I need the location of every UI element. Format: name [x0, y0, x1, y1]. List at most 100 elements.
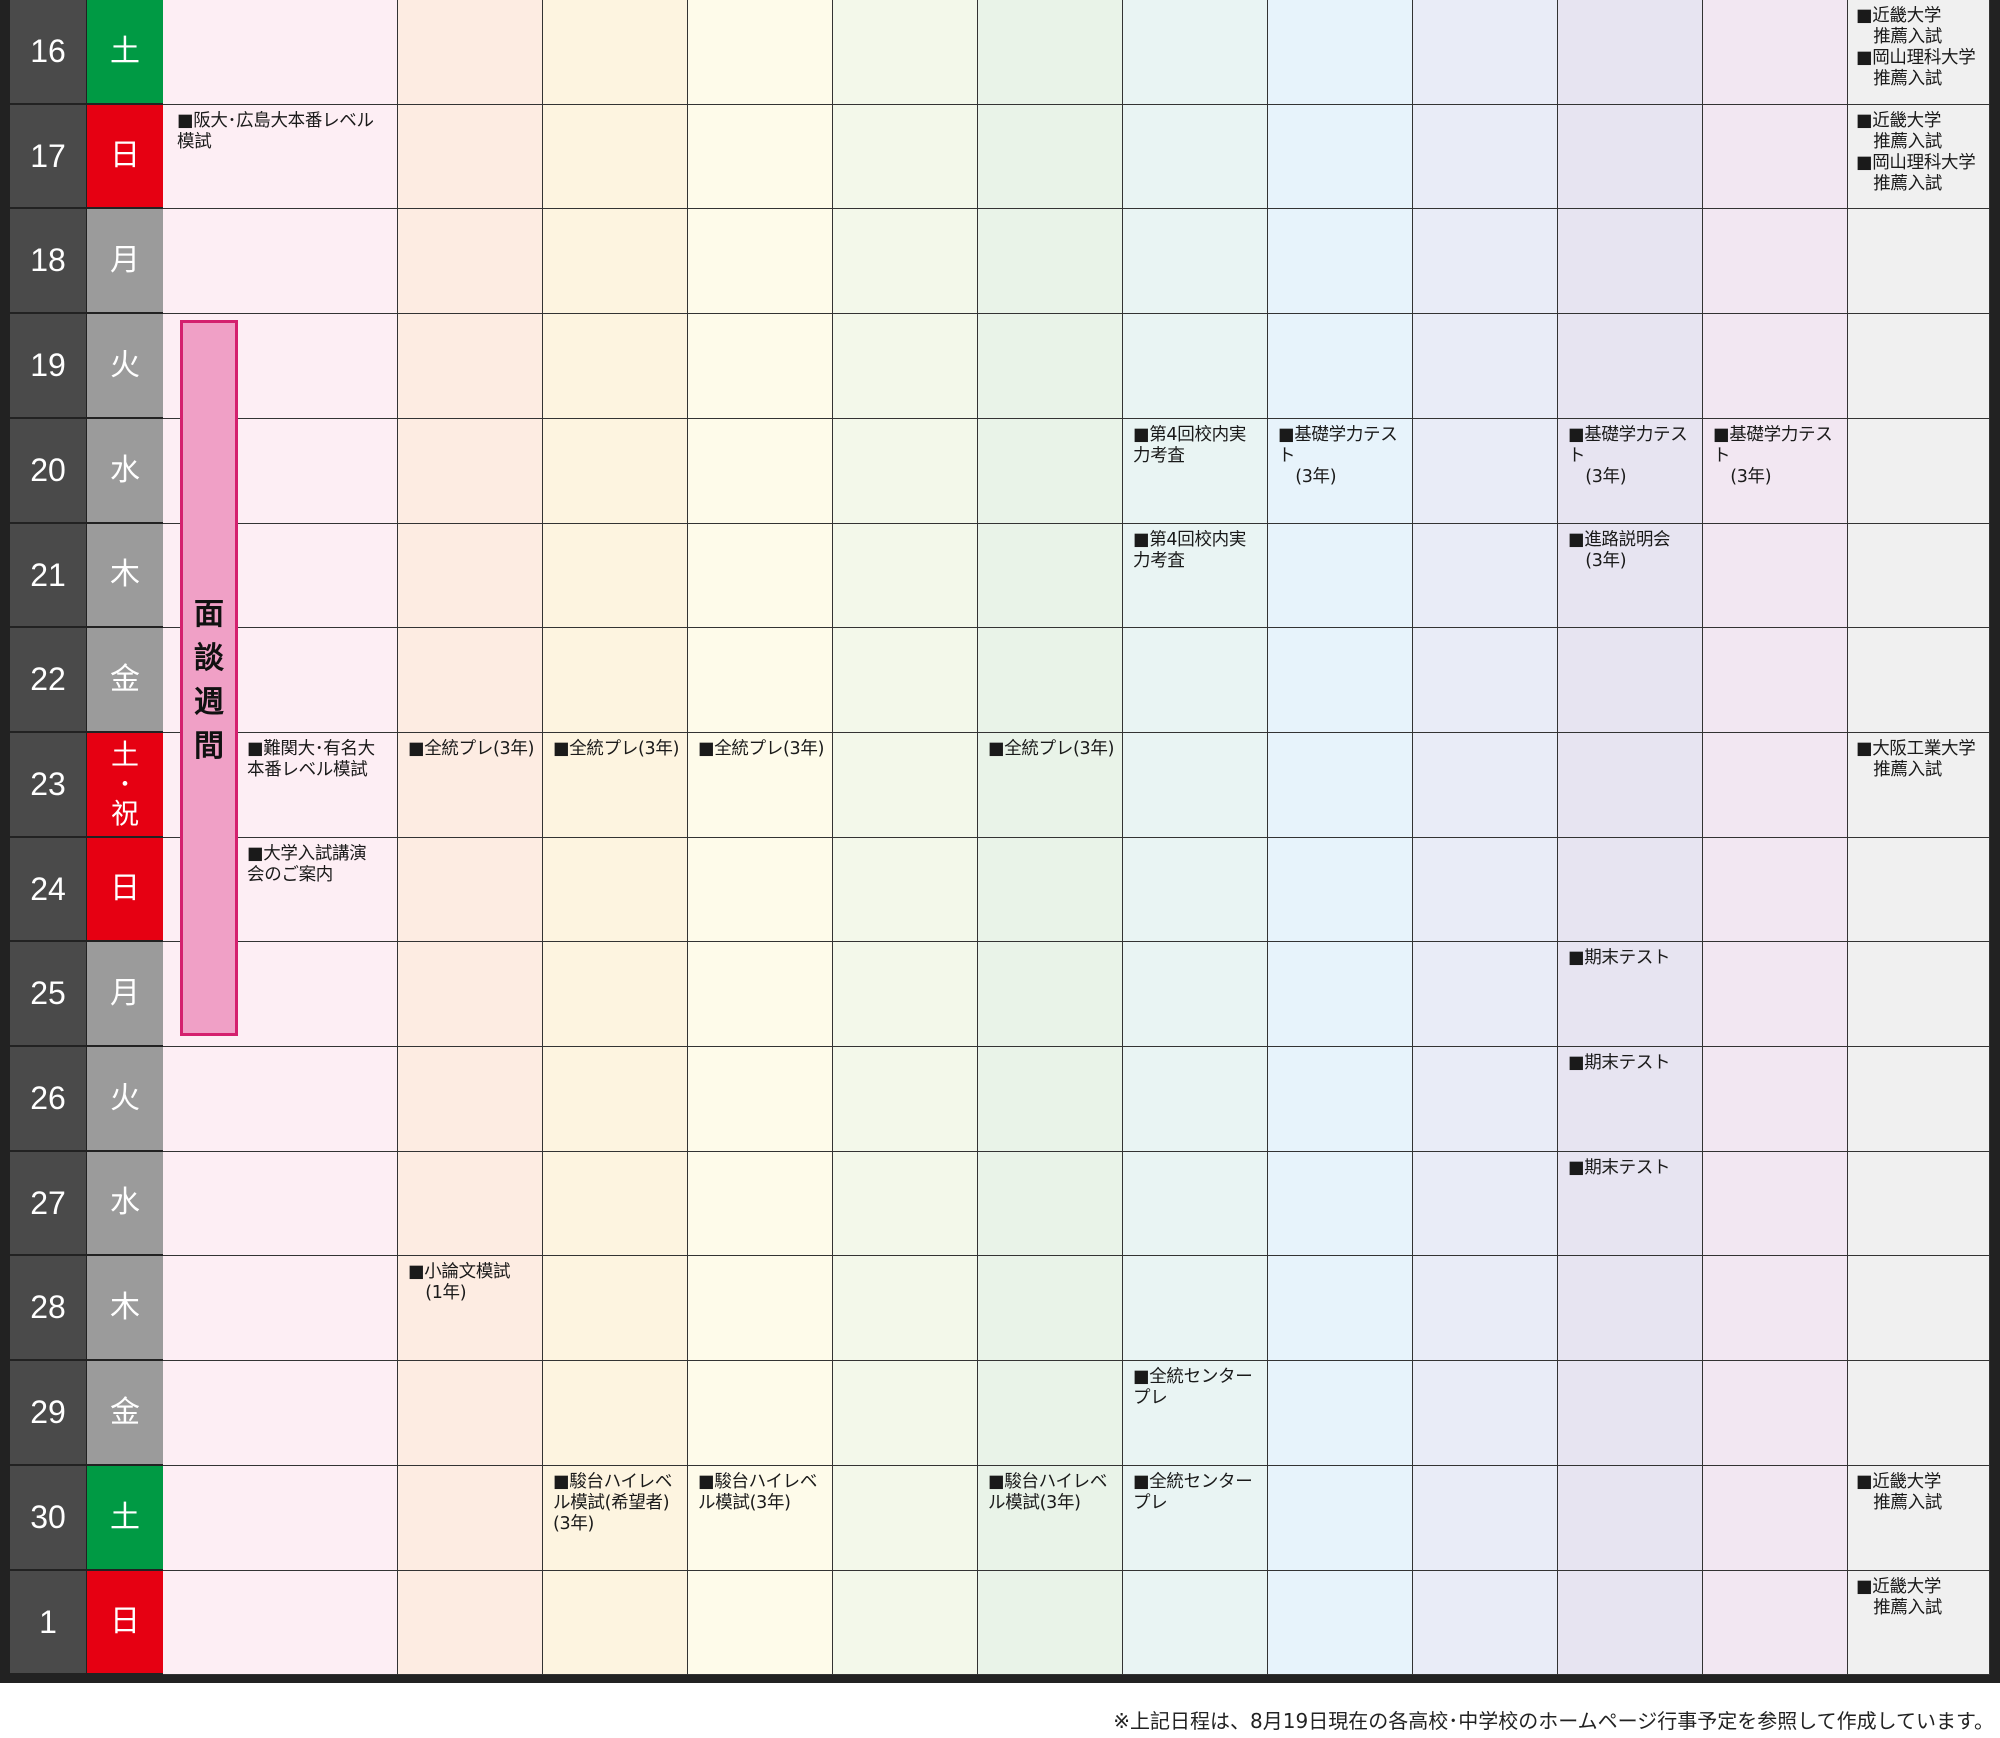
event-cell	[543, 524, 688, 628]
event-cell	[1123, 733, 1268, 838]
event-cell	[688, 0, 833, 105]
event-text: ■全統センター プレ	[1133, 1367, 1253, 1408]
event-cell	[1268, 1152, 1413, 1256]
event-cell	[398, 209, 543, 314]
event-cell	[1413, 838, 1558, 942]
event-cell	[1413, 628, 1558, 733]
event-cell	[398, 1047, 543, 1152]
day-number: 18	[10, 209, 86, 312]
day-number: 17	[10, 105, 86, 207]
event-cell: ■小論文模試 (1年)	[398, 1256, 543, 1361]
event-cell	[688, 1256, 833, 1361]
event-cell: ■駿台ハイレベ ル模試(3年)	[978, 1466, 1123, 1571]
day-of-week: 土	[87, 0, 163, 103]
event-cell	[978, 1256, 1123, 1361]
calendar-row: 19 火	[0, 314, 2000, 419]
event-cell	[1848, 1047, 1990, 1152]
event-cell: ■近畿大学 推薦入試	[1848, 1571, 1990, 1675]
event-cell	[543, 942, 688, 1047]
event-cell	[543, 314, 688, 419]
day-number: 19	[10, 314, 86, 417]
day-number: 16	[10, 0, 86, 103]
day-of-week: 日	[87, 838, 163, 940]
day-of-week-char: 土	[110, 33, 140, 69]
event-cell	[543, 105, 688, 209]
event-cell: ■駿台ハイレベ ル模試(3年)	[688, 1466, 833, 1571]
calendar-row: 23 土･祝 ■難関大･有名大 本番レベル模試 ■全統プレ(3年) ■全統プレ(3年) ■…	[0, 733, 2000, 838]
event-cell	[543, 0, 688, 105]
event-text: ■近畿大学 推薦入試	[1856, 1472, 1942, 1513]
event-cell	[398, 1361, 543, 1466]
event-cell	[1848, 942, 1990, 1047]
calendar-row: 24 日 ■大学入試講演 会のご案内	[0, 838, 2000, 942]
event-cell	[1558, 209, 1703, 314]
event-text: ■基礎学力テスト (3年)	[1713, 425, 1833, 487]
event-cell	[1848, 1152, 1990, 1256]
event-text: ■近畿大学 推薦入試	[1856, 1577, 1942, 1618]
calendar-row: 26 火 ■期末テスト	[0, 1047, 2000, 1152]
event-cell	[1123, 838, 1268, 942]
event-cell	[1413, 105, 1558, 209]
event-text: ■全統センター プレ	[1133, 1472, 1253, 1513]
event-cell	[688, 838, 833, 942]
event-cell	[163, 209, 398, 314]
event-cell	[1268, 628, 1413, 733]
event-cell	[1558, 733, 1703, 838]
event-cell	[1848, 628, 1990, 733]
event-cell	[978, 1152, 1123, 1256]
event-cell	[1123, 1047, 1268, 1152]
day-of-week-char: 火	[110, 1080, 140, 1116]
day-number: 30	[10, 1466, 86, 1569]
event-cell	[1123, 209, 1268, 314]
calendar-row: 25 月 ■期末テスト	[0, 942, 2000, 1047]
event-cell	[1268, 942, 1413, 1047]
mendan-char: 間	[194, 729, 224, 764]
event-cell	[1413, 1047, 1558, 1152]
day-number: 26	[10, 1047, 86, 1150]
event-text: ■難関大･有名大 本番レベル模試	[247, 739, 375, 780]
event-text: ■小論文模試 (1年)	[408, 1262, 511, 1303]
event-cell: ■全統プレ(3年)	[688, 733, 833, 838]
event-cell	[1413, 0, 1558, 105]
event-cell: ■第4回校内実 力考査	[1123, 524, 1268, 628]
event-cell	[163, 1466, 398, 1571]
day-number: 28	[10, 1256, 86, 1359]
day-of-week-char: 水	[110, 1185, 140, 1221]
event-cell: ■期末テスト	[1558, 1152, 1703, 1256]
event-cell: ■期末テスト	[1558, 942, 1703, 1047]
event-cell	[1413, 419, 1558, 524]
day-of-week-char: 月	[110, 975, 140, 1011]
event-cell	[978, 314, 1123, 419]
calendar-row: 27 水 ■期末テスト	[0, 1152, 2000, 1256]
event-cell	[833, 419, 978, 524]
event-cell	[833, 0, 978, 105]
event-cell	[688, 105, 833, 209]
mendan-char: 面	[194, 597, 224, 632]
event-cell	[688, 942, 833, 1047]
event-cell	[833, 1466, 978, 1571]
calendar-row: 17 日 ■阪大･広島大本番レベル 模試 ■近畿大学 推薦入試 ■岡山理科大学 推薦入…	[0, 105, 2000, 209]
event-text: ■駿台ハイレベ ル模試(3年)	[988, 1472, 1108, 1513]
event-cell	[978, 1361, 1123, 1466]
event-cell	[1268, 1466, 1413, 1571]
calendar-row: 30 土 ■駿台ハイレベ ル模試(希望者) (3年) ■駿台ハイレベ ル模試(3年) ■…	[0, 1466, 2000, 1571]
event-cell	[833, 1047, 978, 1152]
event-text: ■近畿大学 推薦入試 ■岡山理科大学 推薦入試	[1856, 6, 1976, 89]
day-of-week-char: 月	[110, 242, 140, 278]
event-cell: ■全統センター プレ	[1123, 1361, 1268, 1466]
event-cell: ■全統プレ(3年)	[543, 733, 688, 838]
event-cell	[1848, 1361, 1990, 1466]
event-cell	[1413, 942, 1558, 1047]
event-cell	[543, 1256, 688, 1361]
calendar-row: 29 金 ■全統センター プレ	[0, 1361, 2000, 1466]
event-cell	[1268, 105, 1413, 209]
event-cell	[1123, 314, 1268, 419]
event-cell	[163, 1256, 398, 1361]
day-of-week-char: ･	[117, 767, 132, 801]
event-cell: ■全統プレ(3年)	[978, 733, 1123, 838]
day-of-week: 水	[87, 1152, 163, 1254]
day-of-week: 月	[87, 209, 163, 312]
event-text: ■基礎学力テスト (3年)	[1568, 425, 1688, 487]
event-cell	[688, 1361, 833, 1466]
day-number: 21	[10, 524, 86, 626]
